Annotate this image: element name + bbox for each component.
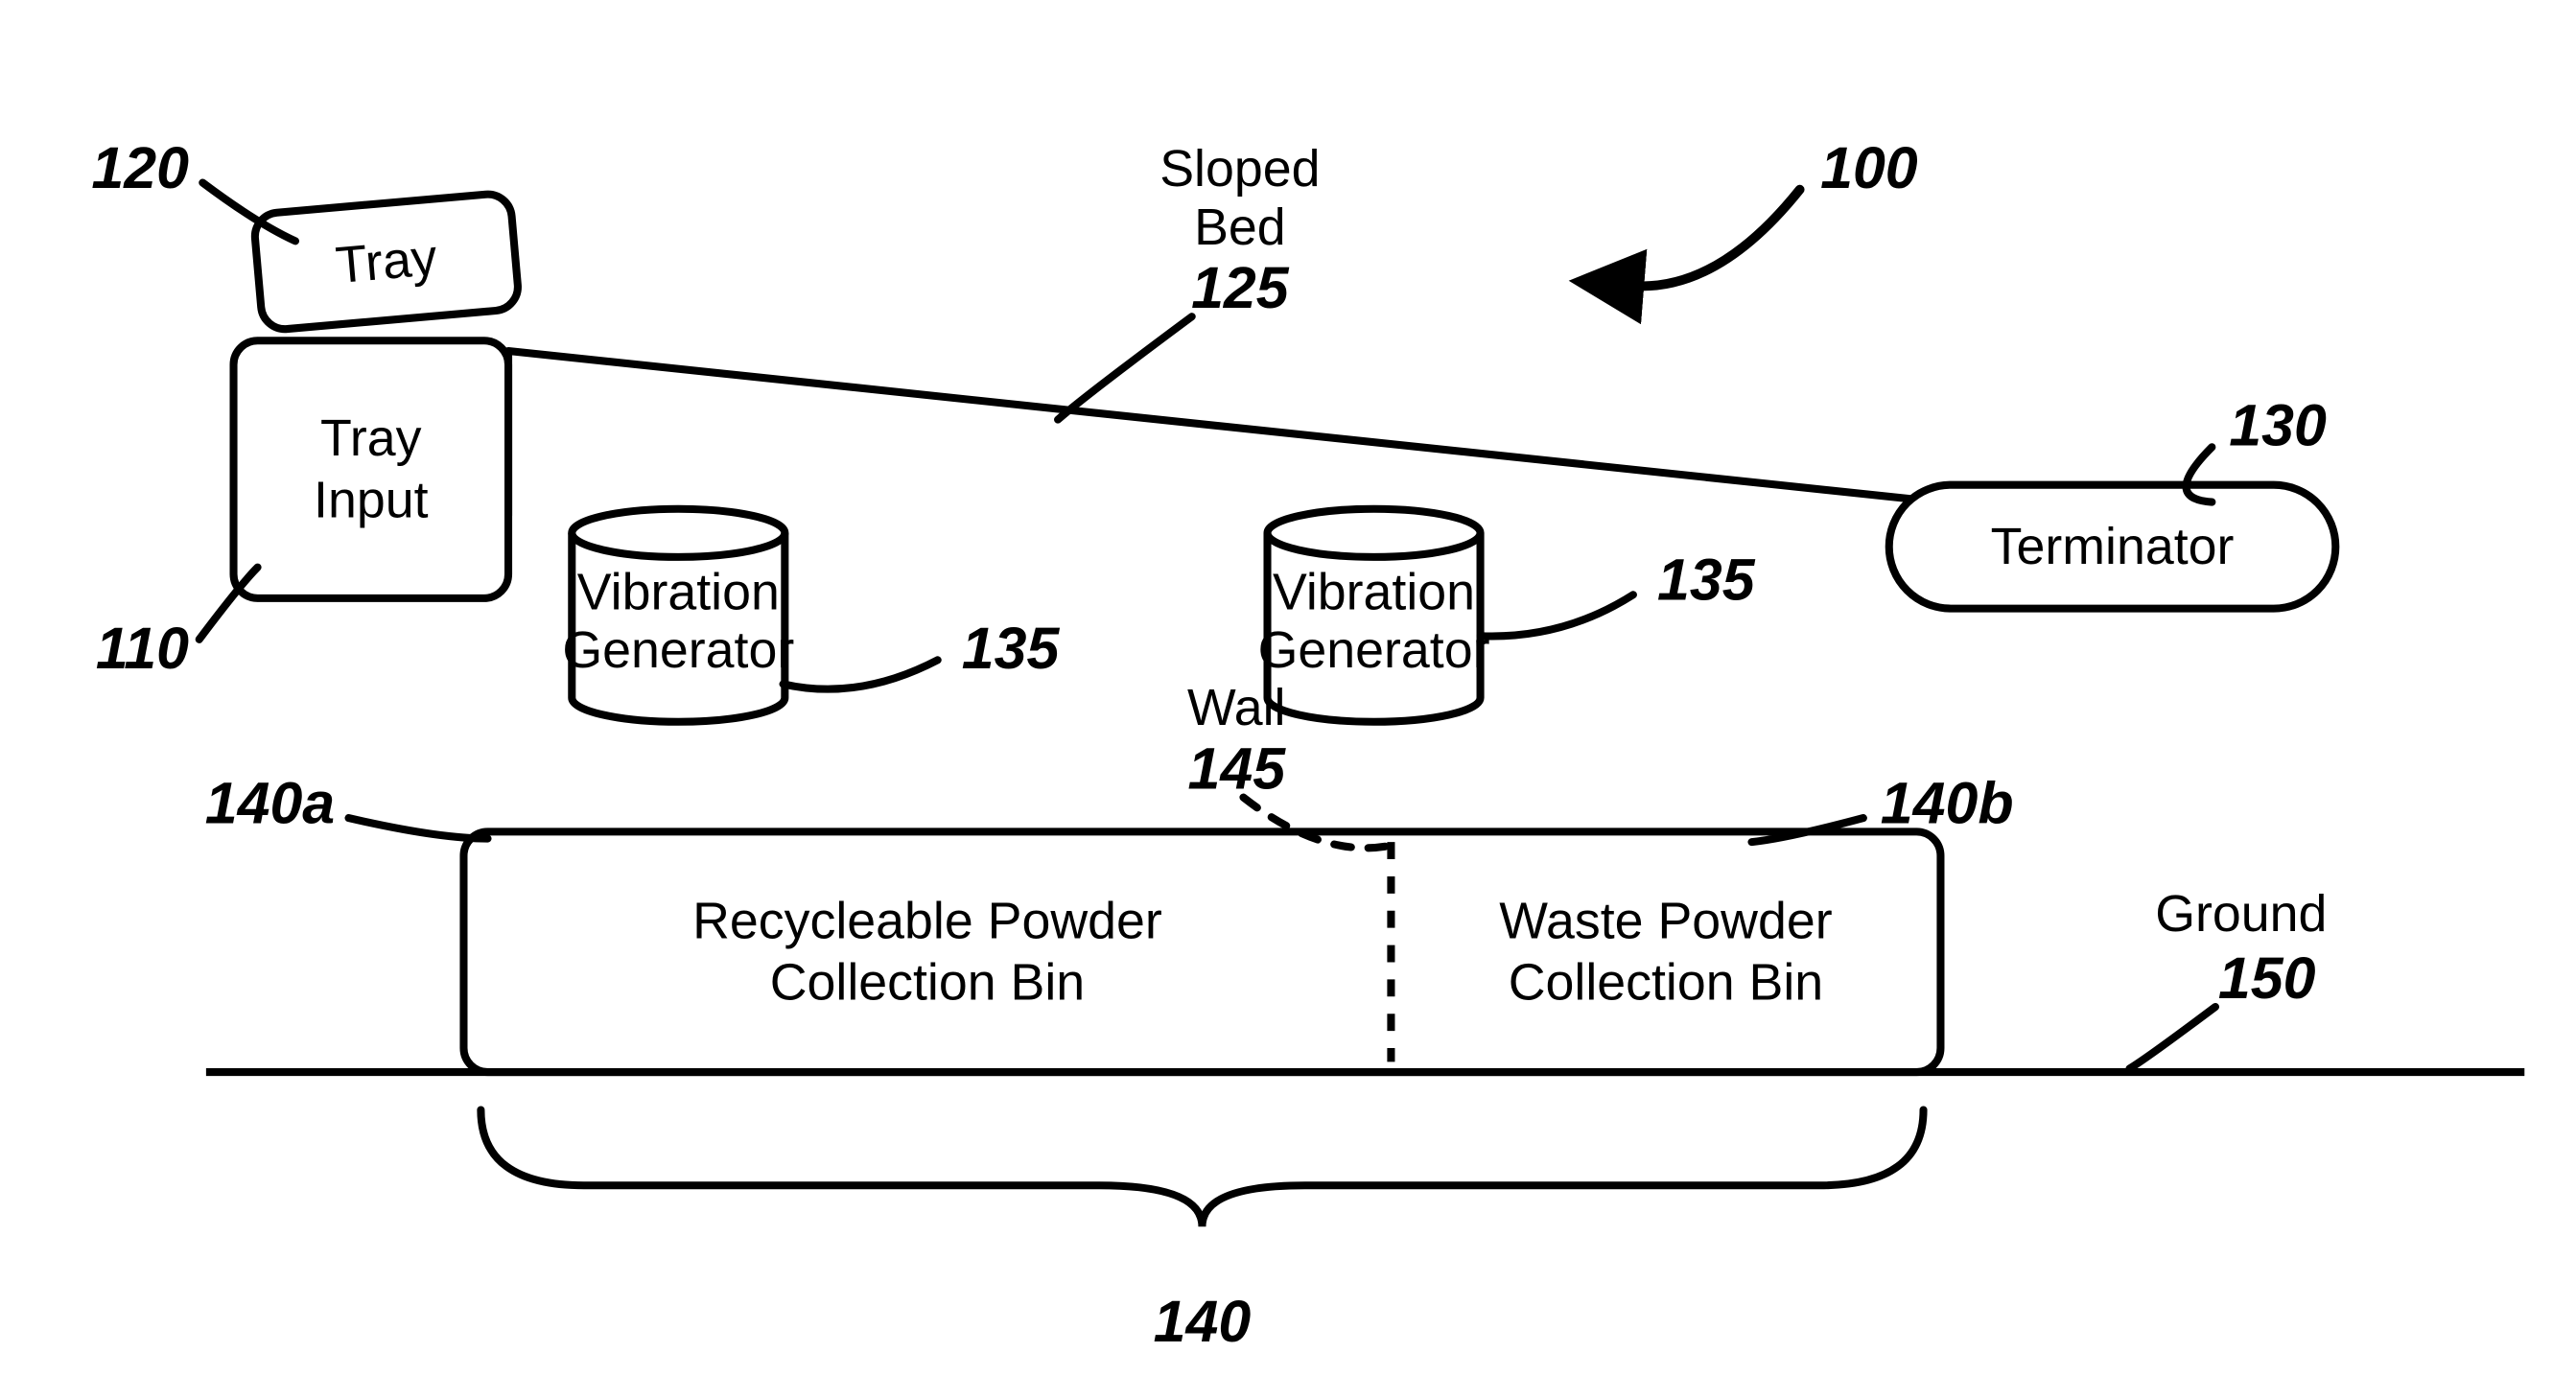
- tray-label: Tray: [334, 228, 439, 294]
- leader: [784, 660, 938, 688]
- refnum-110: 110: [96, 616, 189, 681]
- vibration-generator-label: Vibration: [1273, 563, 1475, 620]
- sloped-bed-label: Sloped: [1159, 140, 1320, 198]
- bins-outline: [463, 831, 1940, 1072]
- refnum-140b: 140b: [1881, 770, 2014, 835]
- bin-right-label: Waste Powder: [1499, 892, 1832, 949]
- tray-input-label: Tray: [320, 409, 422, 467]
- ground-label: Ground: [2155, 885, 2327, 943]
- leader: [349, 818, 488, 838]
- leader: [1243, 798, 1391, 849]
- refnum-140a: 140a: [205, 770, 335, 835]
- refnum-145: 145: [1187, 736, 1286, 802]
- svg-text:Input: Input: [314, 472, 429, 529]
- leader-arrow-100: [1631, 190, 1799, 287]
- terminator-label: Terminator: [1991, 518, 2235, 575]
- leader: [1481, 595, 1633, 636]
- collection-bins: Recycleable PowderCollection BinWaste Po…: [463, 831, 1940, 1072]
- tray: Tray: [253, 193, 520, 332]
- vibration-generator-label: Vibration: [577, 563, 780, 620]
- svg-text:Collection Bin: Collection Bin: [1509, 954, 1823, 1012]
- refnum-140: 140: [1154, 1289, 1252, 1354]
- refnum-125: 125: [1191, 255, 1290, 320]
- refnum-135: 135: [1657, 548, 1756, 613]
- leader: [1058, 316, 1192, 419]
- svg-text:Generator: Generator: [1258, 621, 1490, 679]
- terminator: Terminator: [1889, 485, 2336, 609]
- svg-text:Collection Bin: Collection Bin: [770, 954, 1085, 1012]
- leader: [2129, 1007, 2215, 1068]
- vibration-generator-1: VibrationGenerator: [562, 509, 794, 722]
- refnum-100: 100: [1820, 135, 1918, 200]
- wall-label: Wall: [1187, 679, 1285, 736]
- refnum-120: 120: [91, 135, 189, 200]
- refnum-150: 150: [2218, 945, 2316, 1011]
- leader: [199, 568, 258, 640]
- tray-input: TrayInput: [234, 340, 509, 598]
- refnum-130: 130: [2229, 392, 2327, 457]
- brace-140: [480, 1109, 1923, 1226]
- svg-text:Bed: Bed: [1194, 198, 1286, 256]
- sloped-bed: [508, 351, 2072, 516]
- svg-text:Generator: Generator: [562, 621, 794, 679]
- refnum-135: 135: [962, 616, 1061, 681]
- vibration-generator-2: VibrationGenerator: [1258, 509, 1490, 722]
- bin-left-label: Recycleable Powder: [692, 892, 1162, 949]
